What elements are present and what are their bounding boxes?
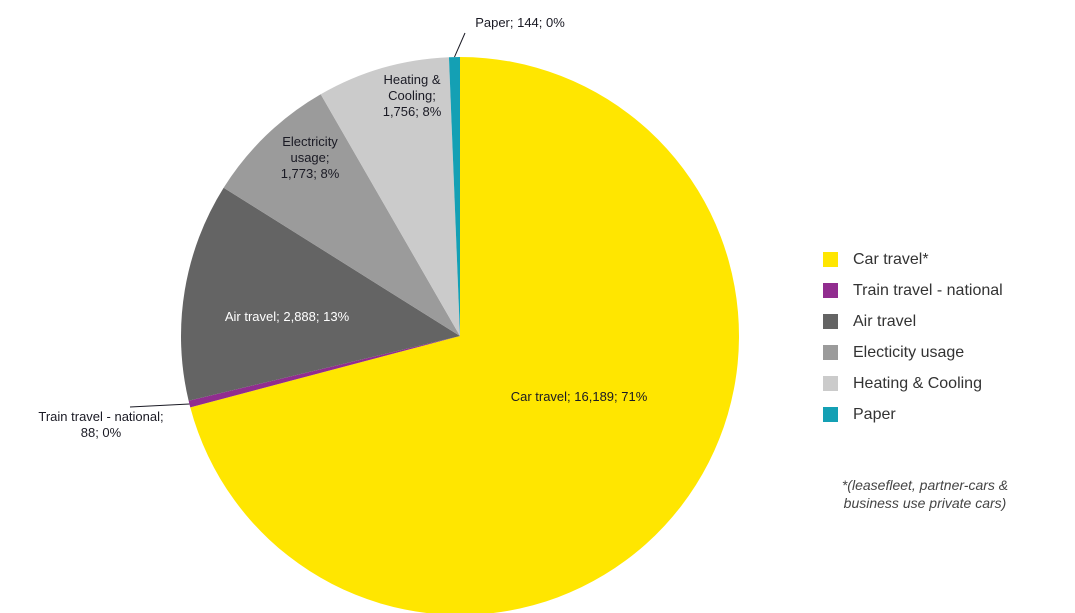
data-label-train-travel: Train travel - national; 88; 0% [38,409,163,440]
legend-swatch-car-travel [823,252,838,267]
legend-item-paper: Paper [823,399,1003,430]
leader-line-paper [454,32,466,58]
legend: Car travel* Train travel - national Air … [823,244,1003,430]
data-label-line: Heating & [383,72,440,87]
pie-slice-paper [448,57,460,336]
data-label-line: Air travel; 2,888; 13% [225,309,350,324]
legend-item-air-travel: Air travel [823,306,1003,337]
legend-label-heating-cooling: Heating & Cooling [853,374,982,392]
footnote: *(leasefleet, partner-cars & business us… [800,476,1050,512]
legend-label-air-travel: Air travel [853,312,917,330]
legend-swatch-train-travel [823,283,838,298]
leader-line-train-travel [129,403,190,408]
legend-item-train-travel: Train travel - national [823,275,1003,306]
legend-swatch-electricity-usage [823,345,838,360]
footnote-line-1: *(leasefleet, partner-cars & [841,477,1009,493]
legend-item-electricity-usage: Electicity usage [823,337,1003,368]
pie-slice-air-travel [181,187,460,401]
data-label-line: 1,773; 8% [281,166,340,181]
legend-label-paper: Paper [853,405,896,423]
data-label-car-travel: Car travel; 16,189; 71% [511,389,648,404]
data-label-line: Cooling; [388,88,436,103]
data-label-line: Paper; 144; 0% [475,15,565,30]
legend-item-car-travel: Car travel* [823,244,1003,275]
data-label-paper: Paper; 144; 0% [475,15,565,30]
pie-slice-train-travel [188,336,460,408]
legend-swatch-heating-cooling [823,376,838,391]
footnote-line-2: business use private cars) [843,495,1007,511]
data-label-line: 1,756; 8% [383,104,442,119]
data-label-electricity-usage: Electricity usage; 1,773; 8% [281,134,340,181]
legend-swatch-air-travel [823,314,838,329]
legend-label-train-travel: Train travel - national [853,281,1003,299]
data-label-line: Car travel; 16,189; 71% [511,389,648,404]
data-label-heating-cooling: Heating & Cooling; 1,756; 8% [383,72,442,119]
legend-item-heating-cooling: Heating & Cooling [823,368,1003,399]
data-label-line: 88; 0% [81,425,122,440]
pie-slice-electricity-usage [223,94,460,336]
data-label-air-travel: Air travel; 2,888; 13% [225,309,350,324]
data-label-line: Train travel - national; [38,409,163,424]
data-label-line: Electricity [282,134,338,149]
legend-swatch-paper [823,407,838,422]
legend-label-electricity-usage: Electicity usage [853,343,965,361]
pie-slice-car-travel [190,57,739,613]
pie-slice-heating-cooling [320,57,460,336]
legend-label-car-travel: Car travel* [853,250,929,268]
data-label-line: usage; [290,150,329,165]
